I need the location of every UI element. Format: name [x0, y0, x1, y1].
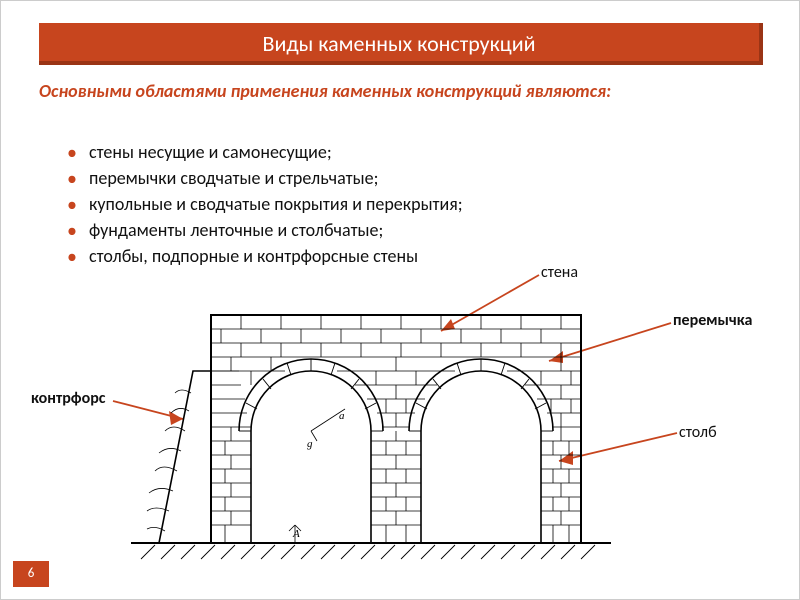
label-buttress: контрфорс [31, 389, 105, 408]
list-item: столбы, подпорные и контрфорсные стены [67, 243, 707, 269]
list-item: перемычки сводчатые и стрельчатые; [67, 165, 707, 191]
svg-text:g: g [307, 438, 313, 450]
svg-text:a: a [339, 410, 345, 422]
masonry-diagram: a g A [131, 301, 611, 561]
svg-text:A: A [292, 528, 300, 540]
page-number-badge: 6 [13, 561, 49, 587]
intro-text: Основными областями применения каменных … [39, 79, 763, 103]
label-pillar: столб [679, 423, 717, 442]
label-lintel: перемычка [673, 311, 752, 330]
list-item: фундаменты ленточные и столбчатые; [67, 217, 707, 243]
list-item: купольные и сводчатые покрытия и перекры… [67, 191, 707, 217]
bullet-list: стены несущие и самонесущие; перемычки с… [67, 139, 707, 269]
label-wall: стена [541, 263, 578, 282]
list-item: стены несущие и самонесущие; [67, 139, 707, 165]
slide-title: Виды каменных конструкций [39, 23, 763, 65]
